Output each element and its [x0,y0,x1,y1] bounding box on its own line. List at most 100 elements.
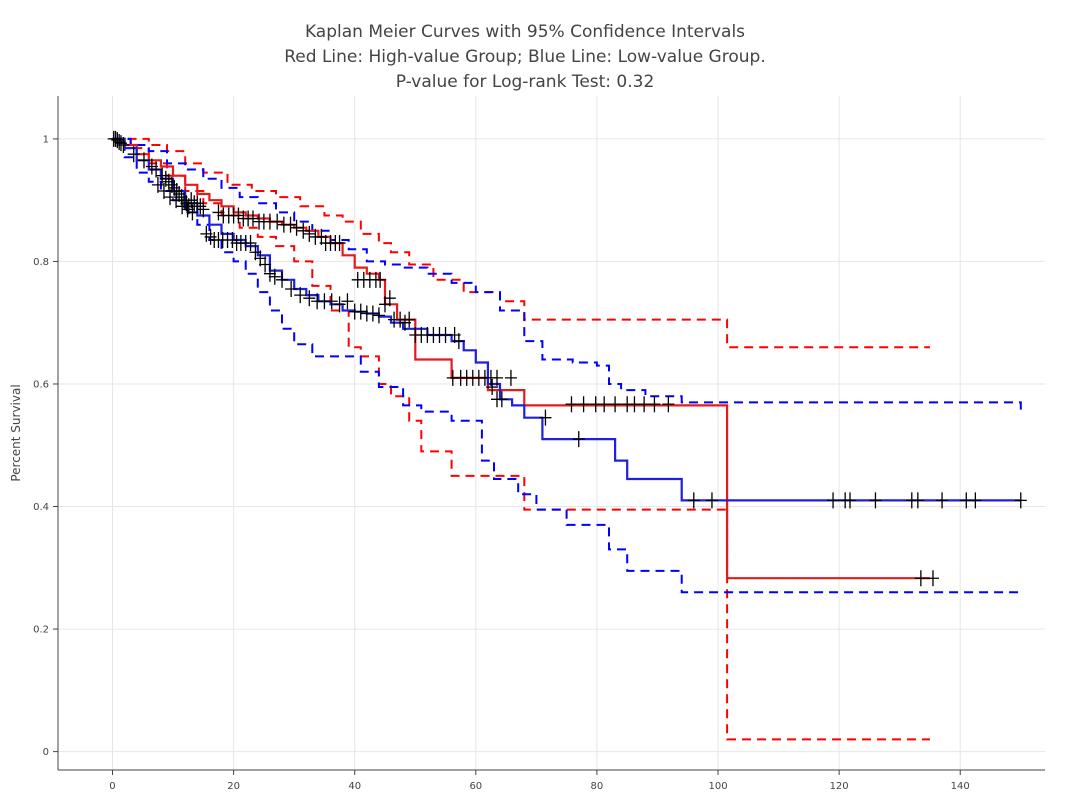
x-tick-label: 0 [109,781,115,792]
censor-mark [285,281,298,298]
censor-mark [159,170,172,187]
y-tick-label: 0.8 [33,257,49,268]
ticks: 0 20 40 60 80 100 120 140 0 0.2 0.4 0.6 0.8 1 [33,134,970,792]
censor-mark [284,216,297,233]
censor-mark [844,492,857,509]
censor-mark [325,293,338,310]
x-tick-label: 40 [348,781,361,792]
x-tick-label: 20 [227,781,240,792]
censor-mark [662,396,675,413]
grid [58,96,1045,770]
censor-mark [165,176,178,193]
censor-mark [194,198,207,215]
x-tick-label: 60 [469,781,482,792]
censor-mark [303,290,316,307]
censor-mark [137,152,150,169]
censor-mark [572,431,585,448]
censor-mark [383,290,396,307]
censor-mark [259,256,272,273]
censor-mark [486,379,499,396]
x-tick-label: 120 [830,781,849,792]
y-tick-label: 0.6 [33,379,49,390]
y-tick-label: 0 [43,747,49,758]
y-tick-label: 0.2 [33,625,49,636]
censor-mark [565,396,578,413]
censor-mark [176,198,189,215]
censor-mark [244,235,257,252]
y-tick-label: 0.4 [33,502,49,513]
censor-mark [911,492,924,509]
censor-mark [341,293,354,310]
censor-mark [170,192,183,209]
censor-mark [378,296,391,313]
censor-mark [197,201,210,218]
censor-mark [1014,492,1027,509]
censor-mark [598,396,611,413]
chart-title: Kaplan Meier Curves with 95% Confidence … [284,22,765,92]
y-axis-title: Percent Survival [9,384,23,481]
censor-mark [117,137,130,154]
censor-mark [374,271,387,288]
axes [57,96,1045,771]
censor-mark [638,396,651,413]
censor-mark [366,305,379,322]
censor-mark [609,396,622,413]
censor-mark [491,369,504,386]
censor-mark [504,369,517,386]
title-line-3: P-value for Log-rank Test: 0.32 [396,72,655,92]
censor-mark [254,250,267,267]
censor-mark [191,195,204,212]
censor-mark [290,219,303,236]
x-tick-label: 140 [951,781,970,792]
censor-mark [705,492,718,509]
censor-mark [185,192,198,209]
censor-mark [168,179,181,196]
censor-marks [107,130,1027,587]
censor-mark [869,492,882,509]
censor-mark [212,204,225,221]
censor-mark [157,182,170,199]
y-tick-label: 1 [43,134,49,145]
censor-mark [372,307,385,324]
censor-mark [333,235,346,252]
censor-mark [577,396,590,413]
censor-mark [114,135,127,152]
series-group [112,137,1022,741]
censor-mark [294,287,307,304]
title-line-1: Kaplan Meier Curves with 95% Confidence … [305,22,745,42]
censor-mark [403,311,416,328]
x-tick-label: 80 [591,781,604,792]
series-line-high-value-group-95-ci-lower [112,137,930,741]
censor-mark [926,570,939,587]
censor-mark [648,396,661,413]
censor-mark [263,265,276,282]
censor-mark [687,492,700,509]
censor-mark [297,222,310,239]
series-line-low-value-group-95-ci-lower [112,137,1021,594]
censor-mark [333,296,346,313]
censor-mark [539,409,552,426]
series-line-high-value-group [112,137,930,580]
censor-mark [268,268,281,285]
censor-mark [827,492,840,509]
censor-mark [452,333,465,350]
x-tick-label: 100 [708,781,727,792]
censor-mark [246,210,259,227]
censor-mark [150,161,163,178]
censor-mark [914,570,927,587]
censor-mark [303,225,316,242]
censor-mark [969,492,982,509]
censor-mark [495,391,508,408]
series-line-low-value-group-95-ci-upper [112,137,1022,412]
censor-mark [936,492,949,509]
censor-mark [186,204,199,221]
censor-mark [354,303,367,320]
censor-mark [271,213,284,230]
censor-mark [249,244,262,261]
censor-mark [181,201,194,218]
censor-mark [127,146,140,163]
censor-mark [164,189,177,206]
censor-mark [162,173,175,190]
